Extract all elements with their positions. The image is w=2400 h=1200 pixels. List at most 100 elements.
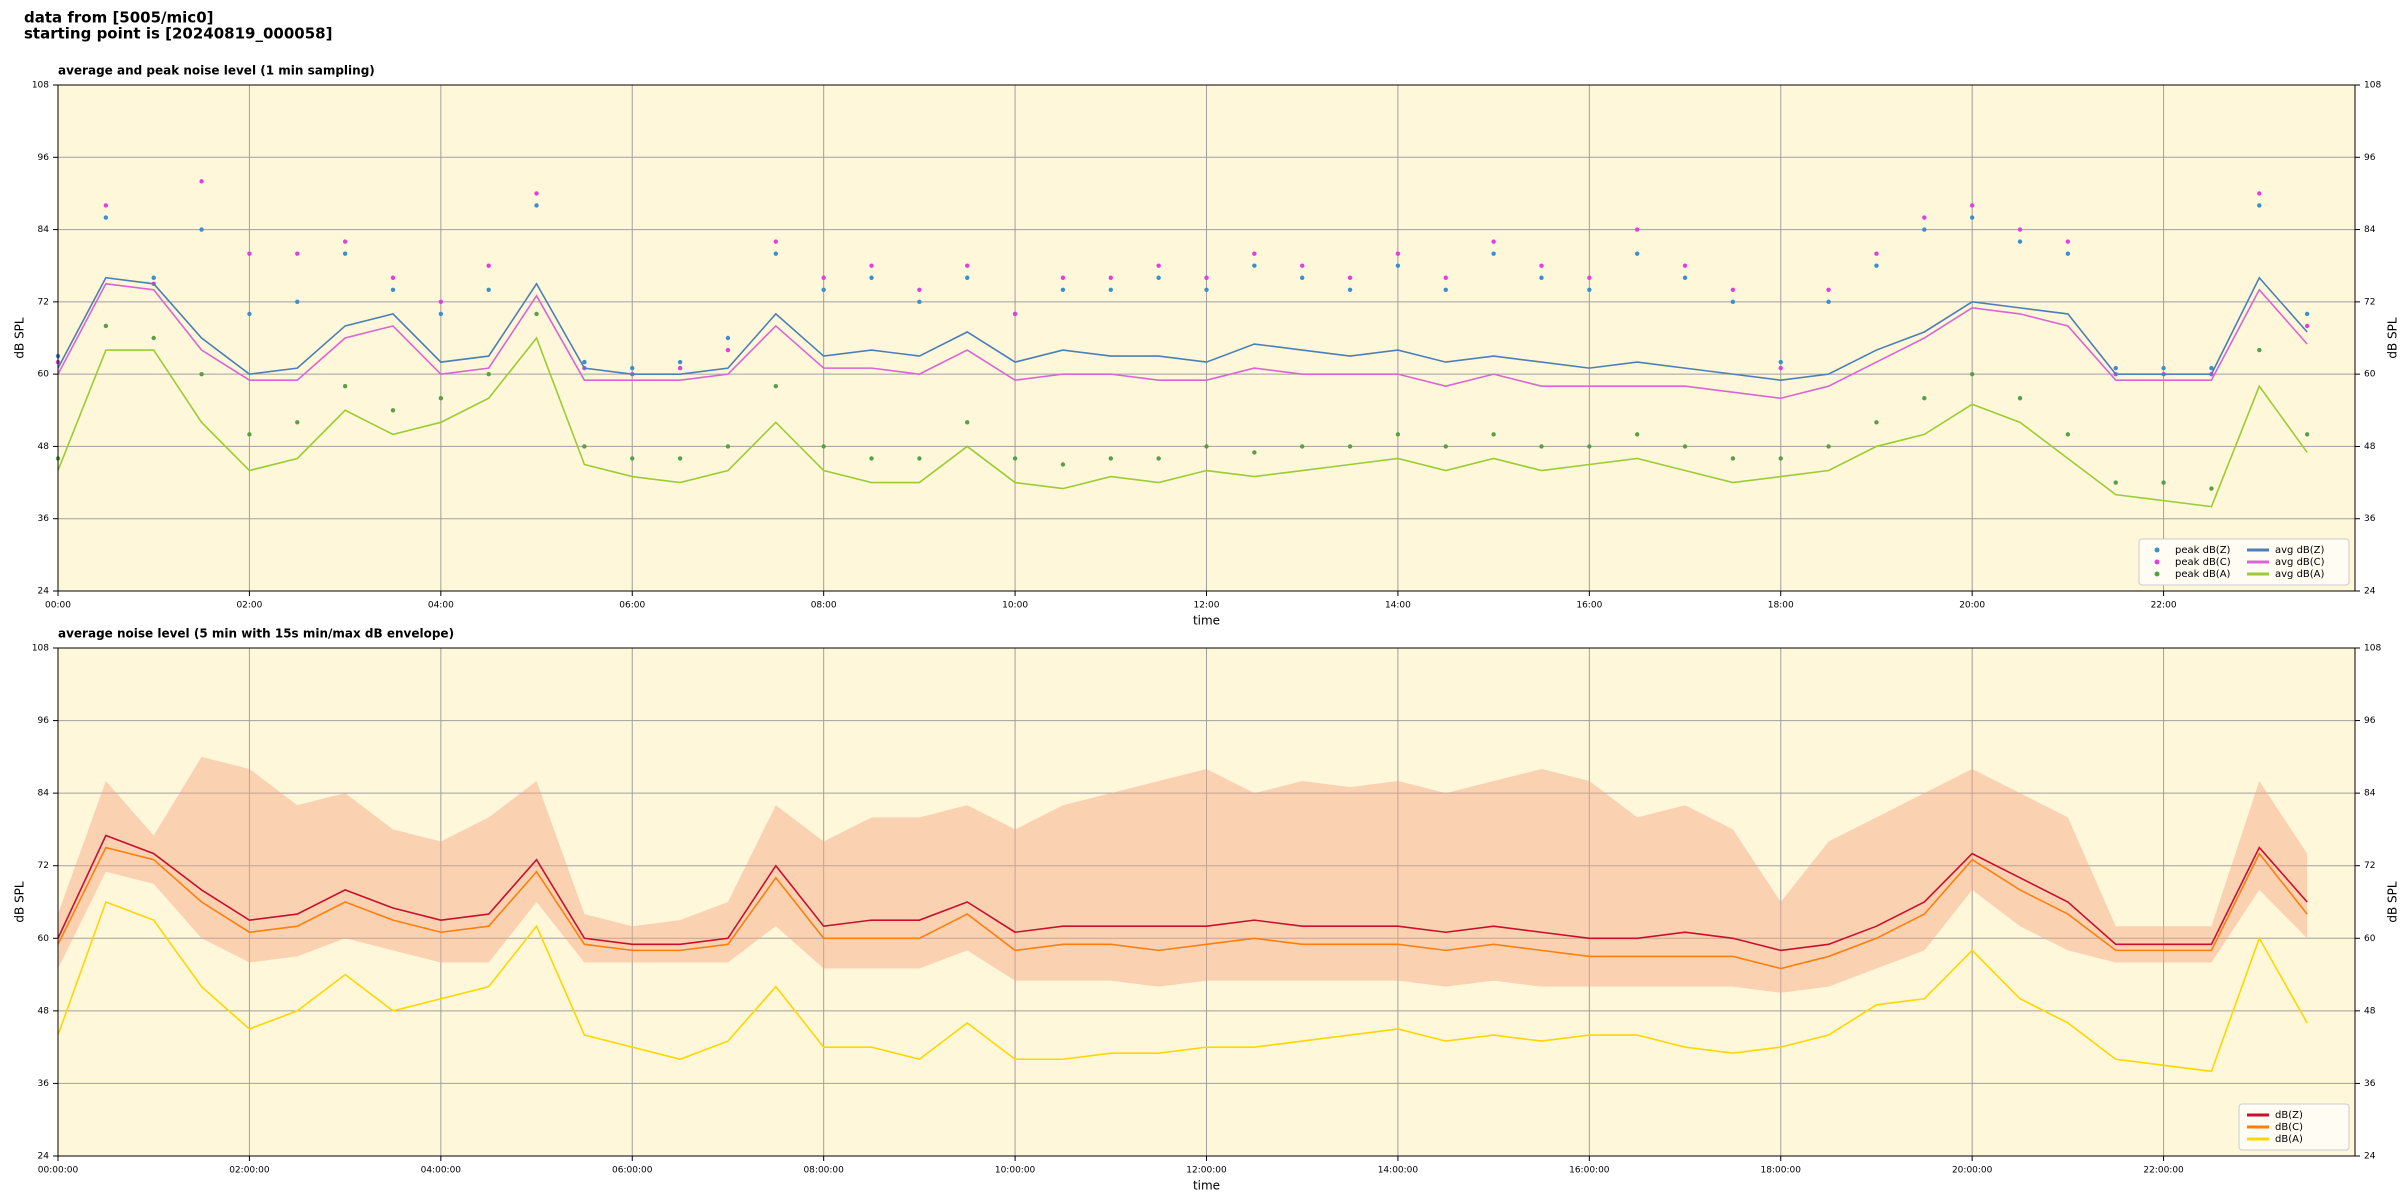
peak-point bbox=[534, 191, 539, 196]
y-axis-label: dB SPL bbox=[2386, 317, 2400, 359]
peak-point bbox=[1443, 287, 1448, 293]
peak-point bbox=[1252, 263, 1257, 268]
y-tick-label: 48 bbox=[38, 1006, 50, 1016]
y-tick-label: 24 bbox=[2364, 587, 2376, 597]
y-tick-label: 48 bbox=[2364, 1006, 2376, 1016]
peak-point bbox=[199, 371, 204, 377]
y-tick-label: 72 bbox=[38, 861, 49, 871]
x-tick-label: 00:00 bbox=[45, 601, 71, 611]
peak-point bbox=[1156, 456, 1161, 461]
peak-point bbox=[103, 203, 109, 208]
x-tick-label: 06:00 bbox=[619, 601, 645, 611]
peak-point bbox=[151, 275, 156, 280]
x-tick-label: 12:00:00 bbox=[1186, 1166, 1227, 1176]
peak-point bbox=[821, 444, 826, 449]
peak-point bbox=[1922, 396, 1927, 401]
x-tick-label: 20:00 bbox=[1959, 601, 1985, 611]
peak-point bbox=[342, 251, 348, 256]
peak-point bbox=[295, 420, 300, 425]
legend-marker bbox=[2154, 559, 2160, 565]
peak-point bbox=[1539, 263, 1544, 268]
peak-point bbox=[1730, 456, 1736, 461]
x-tick-label: 22:00:00 bbox=[2143, 1166, 2184, 1176]
peak-point bbox=[1204, 444, 1209, 449]
legend-label: dB(Z) bbox=[2275, 1110, 2303, 1121]
peak-point bbox=[965, 420, 970, 425]
peak-point bbox=[1012, 311, 1018, 317]
peak-point bbox=[677, 365, 683, 371]
peak-point bbox=[1156, 263, 1161, 268]
y-tick-label: 96 bbox=[38, 716, 50, 726]
peak-point bbox=[1874, 420, 1879, 425]
peak-point bbox=[1730, 299, 1736, 305]
peak-point bbox=[247, 311, 252, 317]
peak-point bbox=[1587, 444, 1592, 449]
peak-point bbox=[2113, 480, 2118, 485]
peak-point bbox=[1874, 251, 1879, 256]
y-tick-label: 72 bbox=[2364, 861, 2375, 871]
peak-point bbox=[1969, 203, 1975, 208]
peak-point bbox=[1826, 287, 1831, 293]
peak-point bbox=[773, 251, 779, 256]
peak-point bbox=[486, 287, 491, 293]
peak-point bbox=[821, 287, 826, 293]
page-title: starting point is [20240819_000058] bbox=[24, 25, 332, 43]
peak-point bbox=[1443, 444, 1448, 449]
peak-point bbox=[103, 323, 109, 329]
y-tick-label: 60 bbox=[38, 934, 50, 944]
y-axis-label: dB SPL bbox=[2386, 881, 2400, 923]
peak-point bbox=[821, 275, 826, 280]
peak-point bbox=[295, 299, 300, 305]
peak-point bbox=[1491, 432, 1496, 437]
x-tick-label: 00:00:00 bbox=[38, 1166, 79, 1176]
peak-point bbox=[438, 396, 444, 401]
panel-title: average and peak noise level (1 min samp… bbox=[58, 64, 375, 78]
x-tick-label: 02:00:00 bbox=[229, 1166, 270, 1176]
plot-frame bbox=[57, 84, 2356, 592]
peak-point bbox=[342, 239, 348, 244]
legend-label: dB(C) bbox=[2275, 1122, 2303, 1133]
legend-label: avg dB(C) bbox=[2275, 557, 2325, 568]
y-tick-label: 48 bbox=[2364, 442, 2376, 452]
series-line bbox=[57, 900, 2308, 1073]
peak-point bbox=[1969, 371, 1975, 377]
peak-point bbox=[1108, 287, 1113, 293]
peak-point bbox=[917, 287, 922, 293]
y-tick-label: 24 bbox=[38, 587, 50, 597]
peak-point bbox=[486, 371, 491, 377]
y-tick-label: 24 bbox=[38, 1152, 50, 1162]
peak-point bbox=[677, 359, 683, 365]
peak-point bbox=[725, 335, 731, 341]
peak-point bbox=[1539, 275, 1544, 280]
peak-point bbox=[1060, 275, 1066, 280]
peak-point bbox=[1300, 275, 1305, 280]
peak-point bbox=[965, 263, 970, 268]
peak-point bbox=[1395, 432, 1401, 437]
peak-point bbox=[1252, 450, 1257, 455]
peak-point bbox=[2113, 365, 2118, 371]
y-tick-label: 96 bbox=[2364, 716, 2376, 726]
peak-point bbox=[869, 275, 874, 280]
peak-point bbox=[917, 299, 922, 305]
peak-point bbox=[247, 432, 252, 437]
x-tick-label: 16:00:00 bbox=[1569, 1166, 1610, 1176]
peak-point bbox=[630, 365, 635, 371]
peak-point bbox=[2304, 432, 2310, 437]
peak-point bbox=[725, 444, 731, 449]
x-tick-label: 14:00 bbox=[1385, 601, 1411, 611]
peak-point bbox=[1300, 263, 1305, 268]
peak-point bbox=[1826, 299, 1831, 305]
x-tick-label: 06:00:00 bbox=[612, 1166, 653, 1176]
peak-point bbox=[1778, 365, 1783, 371]
y-tick-label: 60 bbox=[38, 370, 50, 380]
peak-point bbox=[1108, 275, 1113, 280]
peak-point bbox=[1682, 444, 1688, 449]
y-tick-label: 108 bbox=[2364, 644, 2381, 654]
peak-point bbox=[151, 335, 156, 341]
y-tick-label: 108 bbox=[32, 644, 49, 654]
x-tick-label: 20:00:00 bbox=[1952, 1166, 1993, 1176]
y-axis-label: dB SPL bbox=[13, 881, 27, 923]
legend-marker bbox=[2154, 547, 2160, 553]
y-tick-label: 36 bbox=[2364, 514, 2376, 524]
